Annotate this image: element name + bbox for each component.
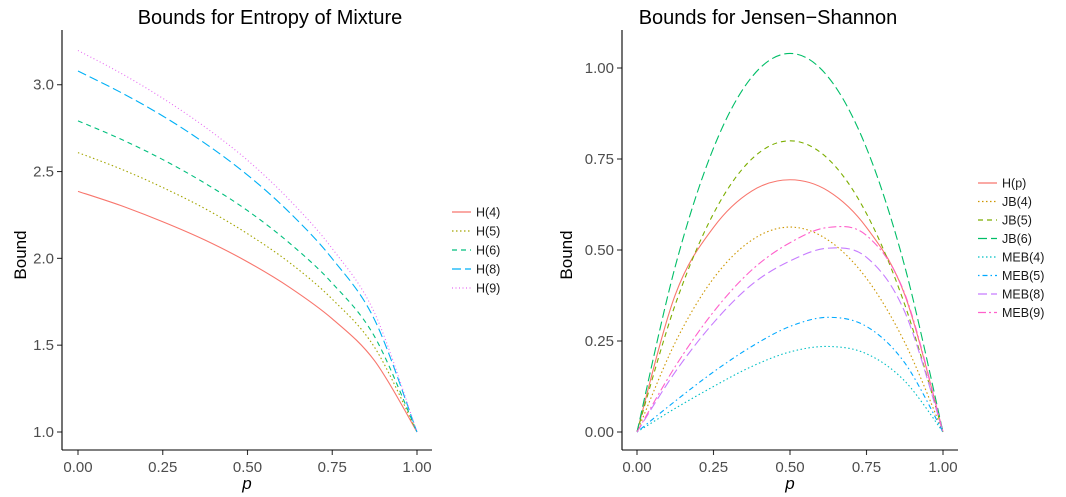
- series-line-meb-8: [636, 247, 944, 433]
- chart-title: Bounds for Entropy of Mixture: [138, 7, 403, 29]
- legend-label: H(4): [476, 206, 500, 220]
- y-tick-label: 0.75: [585, 151, 614, 168]
- chart-right: Bounds for Jensen−Shannon Bound p 0.00 0.…: [557, 7, 1044, 493]
- y-axis-title: Bound: [11, 230, 30, 279]
- legend-label: H(9): [476, 282, 500, 296]
- legend-label: JB(4): [1002, 195, 1032, 209]
- y-tick-label: 2.5: [33, 164, 54, 181]
- legend-label: JB(5): [1002, 214, 1032, 228]
- series-line-h-6: [77, 120, 418, 433]
- series-line-h-8: [77, 70, 418, 433]
- axis-ticks: 0.00 0.25 0.50 0.75 1.00 1.0 1.5 2.0 2.5 3.0: [33, 77, 431, 476]
- axis-ticks: 0.00 0.25 0.50 0.75 1.00 0.00 0.25 0.50 0.75 1.00: [585, 60, 958, 476]
- chart-title: Bounds for Jensen−Shannon: [639, 7, 898, 29]
- legend-label: MEB(4): [1002, 251, 1044, 265]
- y-tick-label: 1.5: [33, 337, 54, 354]
- y-tick-label: 2.0: [33, 250, 54, 267]
- legend-label: MEB(8): [1002, 288, 1044, 302]
- y-tick-label: 1.00: [585, 60, 614, 77]
- series-line-h-4: [77, 190, 418, 433]
- x-tick-label: 0.25: [699, 459, 728, 476]
- y-tick-label: 1.0: [33, 424, 54, 441]
- legend-label: MEB(5): [1002, 269, 1044, 283]
- legend-label: JB(6): [1002, 232, 1032, 246]
- y-tick-label: 3.0: [33, 77, 54, 94]
- legend-label: H(5): [476, 225, 500, 239]
- y-tick-label: 0.50: [585, 242, 614, 259]
- chart-left: Bounds for Entropy of Mixture Bound p 0.…: [11, 7, 500, 493]
- x-axis-title: p: [784, 474, 794, 493]
- series-lines: [77, 50, 418, 433]
- x-tick-label: 0.50: [775, 459, 804, 476]
- x-tick-label: 1.00: [402, 459, 431, 476]
- legend-label: MEB(9): [1002, 306, 1044, 320]
- series-line-meb-9: [636, 225, 944, 433]
- y-axis-title: Bound: [557, 230, 576, 279]
- legend: H(4) H(5) H(6) H(8) H(9): [452, 206, 500, 296]
- x-tick-label: 1.00: [928, 459, 957, 476]
- series-line-meb-5: [636, 316, 944, 433]
- legend: H(p) JB(4) JB(5) JB(6) MEB(4) MEB(5) MEB(8) MEB…: [978, 177, 1044, 320]
- series-line-h-9: [77, 50, 418, 433]
- x-tick-label: 0.25: [148, 459, 177, 476]
- y-tick-label: 0.00: [585, 424, 614, 441]
- series-line-jb-4: [636, 226, 944, 433]
- legend-label: H(8): [476, 263, 500, 277]
- series-line-h-p: [636, 179, 944, 433]
- series-line-h-5: [77, 152, 418, 433]
- x-tick-label: 0.00: [63, 459, 92, 476]
- series-line-jb-5: [636, 140, 944, 433]
- series-line-meb-4: [636, 345, 944, 433]
- y-tick-label: 0.25: [585, 333, 614, 350]
- x-tick-label: 0.75: [318, 459, 347, 476]
- x-tick-label: 0.75: [852, 459, 881, 476]
- x-tick-label: 0.00: [622, 459, 651, 476]
- legend-label: H(6): [476, 244, 500, 258]
- x-tick-label: 0.50: [233, 459, 262, 476]
- legend-label: H(p): [1002, 177, 1026, 191]
- x-axis-title: p: [241, 474, 251, 493]
- series-line-jb-6: [636, 52, 944, 433]
- series-lines: [636, 52, 944, 433]
